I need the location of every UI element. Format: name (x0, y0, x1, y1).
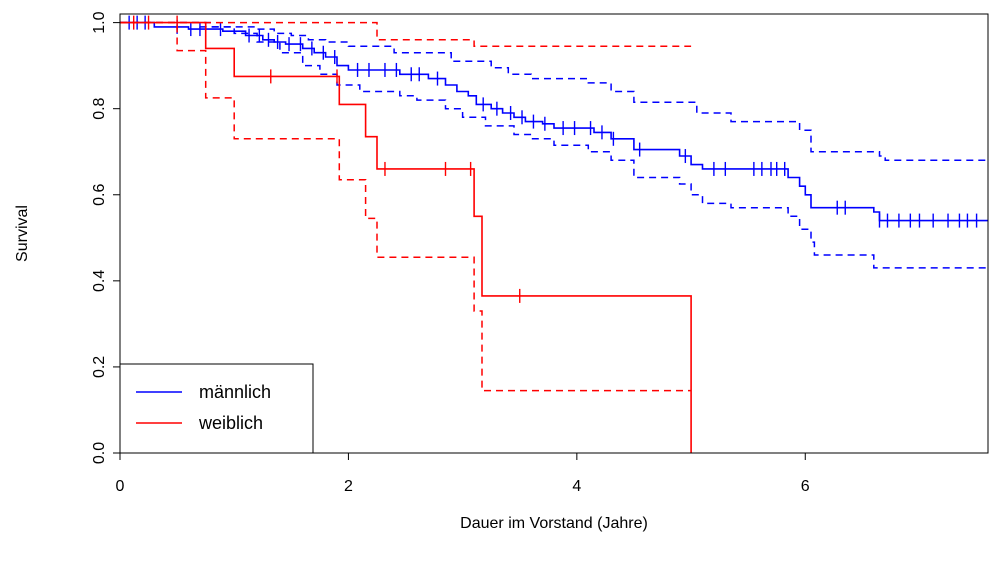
x-tick-label: 4 (572, 478, 581, 495)
y-tick-label: 1.0 (91, 11, 108, 33)
legend-label-maennlich: männlich (199, 382, 271, 402)
x-axis-label: Dauer im Vorstand (Jahre) (460, 515, 648, 532)
y-axis-label: Survival (14, 205, 31, 262)
y-axis: 0.0 0.2 0.4 0.6 0.8 1.0 (91, 11, 120, 464)
y-tick-label: 0.6 (91, 184, 108, 206)
x-tick-label: 2 (344, 478, 353, 495)
y-tick-label: 0.8 (91, 97, 108, 119)
series-layer (120, 15, 988, 453)
legend-label-weiblich: weiblich (198, 413, 263, 433)
legend: männlich weiblich (119, 363, 314, 454)
x-tick-label: 0 (116, 478, 125, 495)
y-tick-label: 0.4 (91, 270, 108, 292)
plot-frame (119, 13, 989, 454)
confidence-lower-line (120, 21, 988, 269)
y-tick-label: 0.2 (91, 356, 108, 378)
survival-curve-line (120, 21, 988, 222)
x-tick-label: 6 (801, 478, 810, 495)
legend-box (119, 363, 314, 454)
series-0 (120, 15, 988, 269)
confidence-upper-line (120, 21, 692, 48)
y-tick-label: 0.0 (91, 442, 108, 464)
series-1 (120, 15, 692, 453)
survival-curve-line (120, 21, 692, 453)
x-axis: 0 2 4 6 (116, 453, 810, 495)
confidence-lower-line (120, 21, 692, 392)
confidence-upper-line (120, 21, 988, 162)
